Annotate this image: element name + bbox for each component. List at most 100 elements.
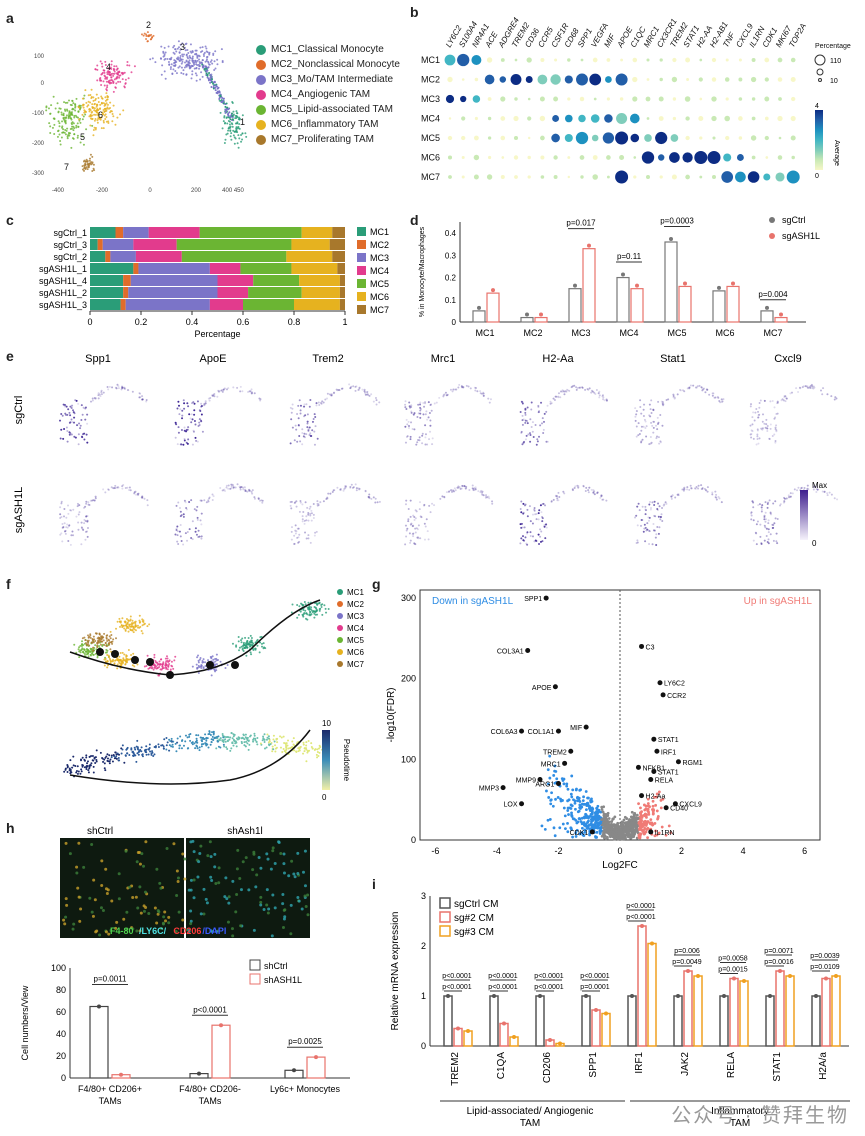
feature-point: [762, 413, 765, 416]
title-down: Down in sgASH1L: [432, 596, 514, 607]
feature-point: [806, 386, 809, 389]
feature-point: [301, 518, 304, 521]
feature-point: [550, 499, 553, 502]
pseudotime-point: [95, 749, 98, 752]
umap-point: [84, 110, 87, 113]
feature-point: [760, 427, 763, 430]
feature-point: [305, 433, 308, 436]
feature-point: [317, 401, 320, 404]
umap-point: [115, 82, 118, 85]
pseudotime-point: [244, 745, 247, 748]
feature-point: [187, 405, 190, 408]
feature-point: [823, 491, 826, 494]
feature-point: [186, 402, 189, 405]
umap-point: [87, 104, 90, 107]
feature-point: [701, 389, 704, 392]
traj-point: [244, 636, 247, 639]
pseudotime-point: [255, 740, 258, 743]
feature-point: [536, 438, 539, 441]
feature-point: [721, 400, 724, 403]
feature-point: [789, 392, 792, 395]
feature-point: [558, 496, 561, 499]
feature-point: [367, 495, 370, 498]
pseudotime-point: [120, 752, 123, 755]
umap-point: [100, 102, 103, 105]
umap-point: [191, 49, 194, 52]
feature-point: [538, 509, 541, 512]
bar-sgCtrl: [664, 241, 678, 323]
feature-point: [428, 504, 431, 507]
feature-point: [414, 517, 417, 520]
feature-point: [749, 433, 752, 436]
feature-point: [86, 520, 89, 523]
bar-sgCtrl: [760, 310, 774, 323]
traj-point: [110, 660, 113, 663]
feature-point: [293, 501, 296, 504]
feature-point: [801, 486, 804, 489]
umap-point: [87, 100, 90, 103]
dot: [484, 74, 495, 85]
feature-point: [670, 495, 673, 498]
volcano-point: [646, 807, 650, 811]
traj-point: [90, 647, 93, 650]
feature-point: [720, 398, 723, 401]
feature-point: [537, 411, 540, 414]
feature-point: [336, 486, 339, 489]
x-tick: 400 450: [222, 188, 244, 194]
feature-point: [306, 426, 309, 429]
umap-point: [93, 113, 96, 116]
umap-point: [212, 84, 215, 87]
umap-point: [211, 62, 214, 65]
feature-point: [218, 389, 221, 392]
feature-point: [598, 390, 601, 393]
umap-point: [58, 107, 61, 110]
feature-point: [715, 498, 718, 501]
traj-point: [87, 634, 90, 637]
feature-point: [775, 430, 778, 433]
volcano-point: [561, 822, 565, 826]
traj-point: [111, 642, 114, 645]
feature-point: [195, 533, 198, 536]
umap-point: [182, 53, 185, 56]
feature-point: [135, 493, 138, 496]
feature-point: [826, 492, 829, 495]
pseudotime-point: [126, 746, 129, 749]
feature-point: [772, 523, 775, 526]
feature-point: [83, 518, 86, 521]
feature-point: [194, 530, 197, 533]
x-tick: MC3: [571, 328, 590, 338]
feature-point: [304, 414, 307, 417]
dot: [461, 116, 466, 121]
feature-point: [640, 441, 643, 444]
feature-point: [207, 500, 210, 503]
umap-point: [82, 143, 85, 146]
pseudotime-point: [292, 737, 295, 740]
feature-point: [60, 428, 63, 431]
feature-point: [65, 426, 68, 429]
pseudotime-point: [235, 737, 238, 740]
feature-point: [775, 532, 778, 535]
volcano-point: [573, 801, 577, 805]
traj-point: [89, 654, 92, 657]
feature-point: [223, 387, 226, 390]
feature-point: [524, 411, 527, 414]
feature-point: [183, 426, 186, 429]
feature-point: [84, 418, 87, 421]
pseudotime-point: [242, 733, 245, 736]
legend-marker: [337, 661, 343, 667]
traj-point: [127, 619, 130, 622]
pseudotime-point: [195, 734, 198, 737]
volcano-point: [562, 806, 566, 810]
umap-point: [102, 80, 105, 83]
feature-point: [212, 394, 215, 397]
feature-point: [190, 413, 193, 416]
umap-point: [57, 110, 60, 113]
volcano-point: [641, 829, 645, 833]
traj-point: [207, 659, 210, 662]
legend-swatch: [357, 240, 366, 249]
pseudotime-point: [115, 755, 118, 758]
umap-point: [160, 57, 163, 60]
feature-point: [367, 496, 370, 499]
umap-point: [229, 135, 232, 138]
pseudotime-point: [81, 765, 84, 768]
